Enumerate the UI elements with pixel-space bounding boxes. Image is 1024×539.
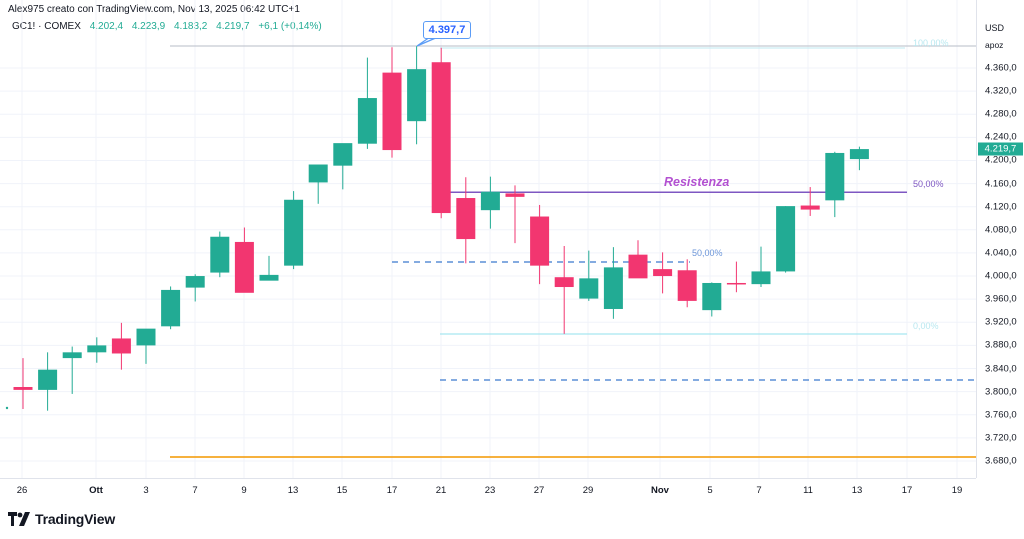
time-tick-label: 17 [901,485,913,496]
price-tick-label: 3.720,0 [985,432,1017,444]
time-tick-label: 9 [241,485,247,496]
time-tick-label: 19 [951,485,963,496]
time-tick-label: 15 [336,485,348,496]
time-tick-label: 27 [533,485,545,496]
currency-label[interactable]: USD [985,23,1005,33]
logo-text: TradingView [35,511,116,527]
time-axis[interactable]: 26 Ott 3 7 9 13 15 17 21 23 27 29 Nov 5 7 11 13 17 19 [0,478,976,501]
candle-down [456,198,476,240]
price-tick-label: 3.960,0 [985,293,1017,305]
time-tick-label: 3 [143,485,149,496]
high-value: 4.223,9 [131,21,166,32]
symbol-label[interactable]: GC1! · COMEX [12,21,81,32]
price-tick-label: 4.280,0 [985,108,1017,120]
candle-down [505,193,525,197]
candle-up [284,199,304,266]
ohlc-legend: GC1! · COMEX 4.202,4 4.223,9 4.183,2 4.2… [12,21,322,32]
candle-up [825,152,845,201]
candle-down [554,277,574,288]
fib-0-label: 0,00% [913,321,939,331]
time-tick-label: 7 [192,485,198,496]
time-tick-label: Ott [89,485,103,496]
candle-down [653,269,673,277]
time-tick-label: 13 [851,485,863,496]
candle-down [628,254,648,279]
candle-up [751,271,771,285]
time-tick-label: 26 [16,485,28,496]
candle-down [13,387,33,390]
candle-up [38,369,58,390]
time-tick-label: 21 [435,485,447,496]
candle-up [480,191,500,211]
candle-up [776,206,796,272]
candle-up [259,274,279,281]
time-tick-label: 29 [582,485,594,496]
chart-attribution: Alex975 creato con TradingView.com, Nov … [8,4,300,15]
tradingview-logo-icon [8,512,30,526]
candle-down [234,241,254,293]
candle-up [702,282,722,311]
fib-50-label: 50,00% [913,179,944,189]
candle-down [726,282,746,285]
time-tick-label: 23 [484,485,496,496]
price-tick-label: 3.800,0 [985,386,1017,398]
candle-down [431,62,451,214]
candle-down [382,72,402,151]
candle-up [849,149,869,160]
price-tick-label: 4.160,0 [985,178,1017,190]
candle-up [333,143,353,166]
tradingview-logo[interactable]: TradingView [8,511,115,527]
candle-up [210,236,230,273]
candle-down [530,216,550,266]
price-tick-label: 4.120,0 [985,201,1017,213]
candle-up [357,98,377,144]
candle-up [161,289,181,327]
time-tick-label: Nov [651,485,669,496]
candle-up [87,345,107,353]
price-tick-label: 4.360,0 [985,62,1017,74]
change-value: +6,1 (+0,14%) [258,21,322,32]
high-price-callout: 4.397,7 [423,21,471,39]
price-axis[interactable]: USD apoz 4.360,0 4.320,0 4.280,0 4.240,0 4.2… [976,0,1024,478]
time-tick-label: 13 [287,485,299,496]
time-tick-label: 7 [756,485,762,496]
candle-up [407,69,427,122]
price-tick-label: 3.920,0 [985,316,1017,328]
price-tick-label: 3.760,0 [985,409,1017,421]
candle-up [308,164,328,183]
candle-down [800,205,820,210]
current-price-badge: 4.219,7 [978,142,1023,156]
resistance-label: Resistenza [664,175,730,189]
candle-stub [5,406,9,410]
price-tick-label: 3.680,0 [985,455,1017,467]
time-tick-label: 5 [707,485,713,496]
price-tick-label: 4.080,0 [985,224,1017,236]
price-tick-label: 4.320,0 [985,85,1017,97]
price-tick-label: 3.840,0 [985,363,1017,374]
price-tick-label: 4.200,0 [985,154,1017,166]
price-tick-label: 4.040,0 [985,247,1017,259]
candle-up [62,352,82,359]
candle-down [677,270,697,301]
fib-inner-50-label: 50,00% [692,248,723,258]
candle-up [603,267,623,309]
price-tick-label: 4.000,0 [985,270,1017,282]
price-tick-label: 3.880,0 [985,339,1017,351]
candle-up [185,276,205,288]
time-tick-label: 11 [803,485,813,496]
price-chart[interactable] [0,0,976,478]
scale-mode-label[interactable]: apoz [985,40,1004,50]
open-value: 4.202,4 [89,21,124,32]
price-tick-label: 4.240,0 [985,131,1017,143]
candle-up [579,278,599,299]
time-tick-label: 17 [386,485,398,496]
low-value: 4.183,2 [174,21,208,32]
fib-100-label: 100,00% [913,38,949,48]
candle-up [136,328,156,346]
candle-down [111,338,131,354]
close-value: 4.219,7 [216,21,250,32]
